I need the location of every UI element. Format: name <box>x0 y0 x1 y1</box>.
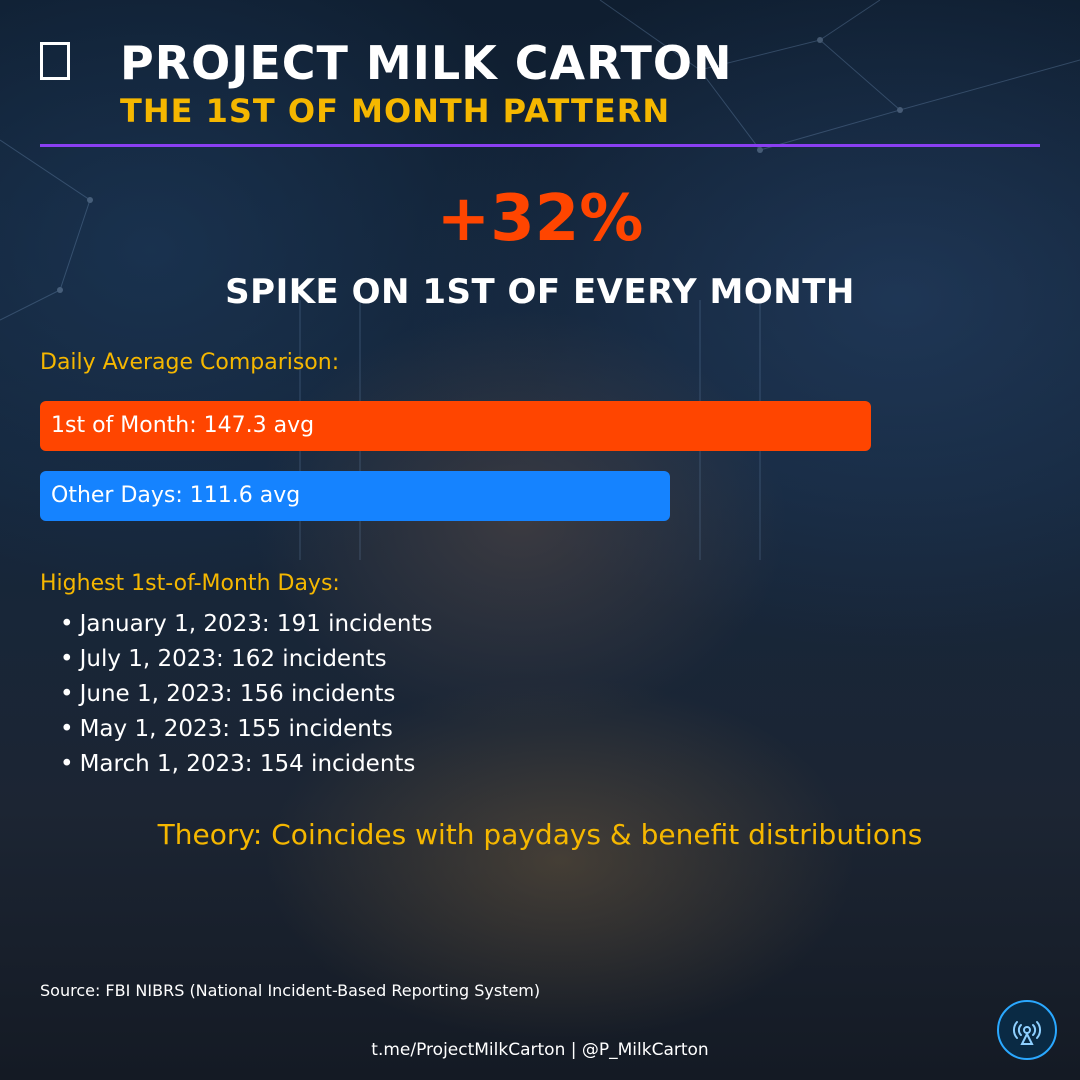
list-item: • March 1, 2023: 154 incidents <box>60 751 416 777</box>
list-item: • July 1, 2023: 162 incidents <box>60 646 387 672</box>
headline-stat: +32% <box>436 182 644 256</box>
page-subtitle: THE 1ST OF MONTH PATTERN <box>120 92 671 130</box>
list-item: • May 1, 2023: 155 incidents <box>60 716 393 742</box>
page-title: PROJECT MILK CARTON <box>120 36 733 90</box>
broadcast-icon <box>997 1000 1057 1060</box>
bar-1st-of-month: 1st of Month: 147.3 avg <box>40 401 871 451</box>
chart-title: Daily Average Comparison: <box>40 350 340 375</box>
list-item: • January 1, 2023: 191 incidents <box>60 611 433 637</box>
bar-label-1st-of-month: 1st of Month: 147.3 avg <box>51 413 315 438</box>
highest-days-list: • January 1, 2023: 191 incidents • July 1,… <box>60 607 432 782</box>
highest-days-label: Highest 1st-of-Month Days: <box>40 571 340 596</box>
list-item: • June 1, 2023: 156 incidents <box>60 681 396 707</box>
bar-label-other-days: Other Days: 111.6 avg <box>51 483 301 508</box>
theory-text: Theory: Coincides with paydays & benefit… <box>157 818 923 851</box>
bar-other-days: Other Days: 111.6 avg <box>40 471 670 521</box>
header-divider <box>40 144 1040 147</box>
document-icon <box>40 42 70 80</box>
footer-link[interactable]: t.me/ProjectMilkCarton | @P_MilkCarton <box>371 1040 709 1060</box>
source-text: Source: FBI NIBRS (National Incident-Bas… <box>40 981 541 1000</box>
headline-caption: SPIKE ON 1ST OF EVERY MONTH <box>225 272 855 312</box>
